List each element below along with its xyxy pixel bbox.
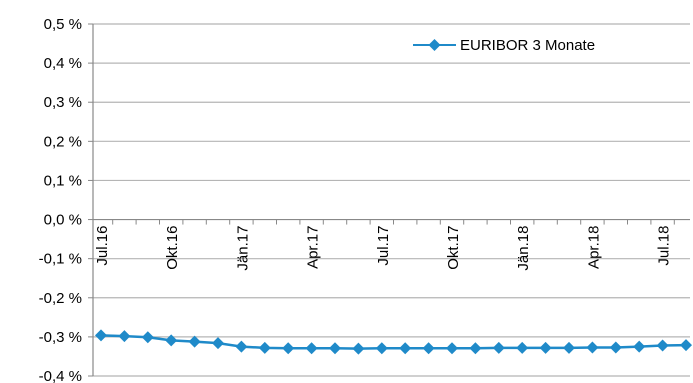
data-point — [586, 341, 599, 354]
x-tick-label: Jul.16 — [94, 226, 111, 266]
data-point — [680, 339, 692, 352]
data-point — [118, 330, 131, 343]
y-tick-label: 0,2 % — [44, 133, 82, 150]
series-group — [95, 329, 692, 355]
y-tick-label: -0,4 % — [39, 368, 82, 383]
data-point — [95, 329, 107, 342]
grid-lines — [93, 23, 690, 377]
legend-diamond-marker — [428, 39, 441, 51]
data-point — [539, 341, 552, 354]
y-tick-label: 0,4 % — [44, 55, 82, 72]
x-tick-label: Jul.18 — [656, 226, 673, 266]
data-point — [282, 342, 295, 355]
data-point — [141, 331, 154, 344]
data-point — [469, 342, 482, 355]
data-point — [516, 341, 529, 354]
data-point — [656, 339, 669, 352]
data-point — [329, 342, 341, 355]
y-tick-label: -0,1 % — [39, 251, 82, 268]
x-tick-label: Okt.17 — [445, 226, 462, 270]
data-point — [352, 342, 365, 355]
x-tick-label: Okt.16 — [164, 226, 181, 270]
data-point — [399, 342, 412, 355]
x-axis: Jul.16 Okt.16 Jän.17 Apr.17 Jul.17 Okt.17 Jän.… — [93, 218, 690, 271]
y-tick-label: -0,3 % — [39, 329, 82, 346]
data-point — [492, 341, 505, 354]
data-point — [446, 342, 458, 355]
x-tick-label: Apr.18 — [585, 226, 602, 269]
data-point — [235, 340, 248, 353]
data-point — [212, 337, 224, 350]
data-point — [375, 342, 388, 355]
data-point — [305, 342, 318, 355]
x-tick-label: Jän.18 — [515, 226, 532, 271]
y-axis: 0,5 % 0,4 % 0,3 % 0,2 % 0,1 % 0,0 % -0,1 % -0,2… — [39, 16, 94, 383]
data-point — [165, 334, 178, 347]
legend-label: EURIBOR 3 Monate — [460, 37, 595, 54]
y-tick-label: 0,5 % — [44, 16, 82, 33]
y-tick-label: -0,2 % — [39, 290, 82, 307]
legend: EURIBOR 3 Monate — [413, 37, 595, 54]
x-tick-label: Jul.17 — [375, 226, 392, 266]
y-tick-label: 0,1 % — [44, 172, 82, 189]
x-tick-label: Apr.17 — [305, 226, 322, 269]
data-point — [633, 340, 646, 353]
y-tick-label: 0,0 % — [44, 212, 82, 229]
data-point — [422, 342, 435, 355]
y-tick-label: 0,3 % — [44, 94, 82, 111]
x-tick-label: Jän.17 — [234, 226, 251, 271]
data-point — [609, 341, 622, 354]
data-point — [563, 341, 575, 354]
data-point — [258, 341, 271, 354]
data-point — [188, 335, 201, 348]
